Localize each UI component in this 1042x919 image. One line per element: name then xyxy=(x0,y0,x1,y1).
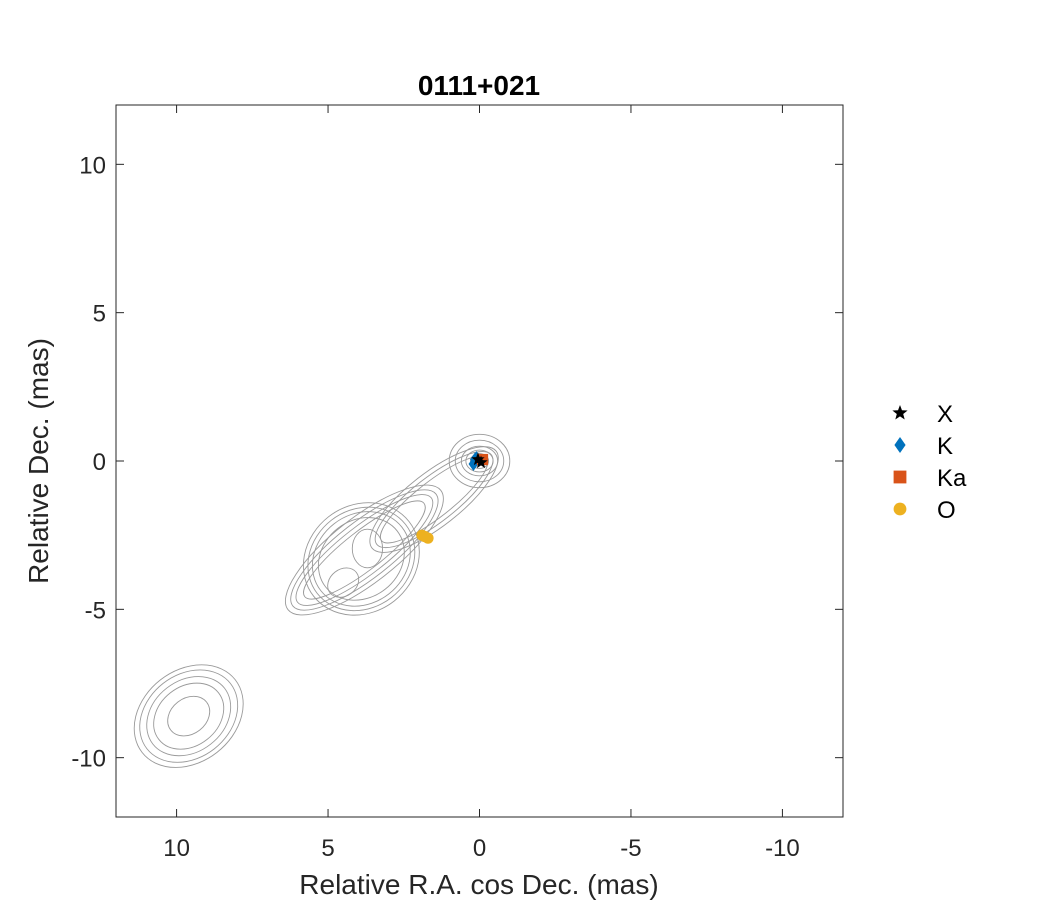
contour-line xyxy=(351,528,384,569)
contour-line xyxy=(317,517,405,601)
y-tick-label: 10 xyxy=(79,152,106,179)
contour-line xyxy=(295,494,434,606)
contour-line xyxy=(290,489,439,611)
contour-line xyxy=(307,506,416,612)
contour-line xyxy=(327,567,360,598)
contour-line xyxy=(133,664,244,768)
y-tick-label: -5 xyxy=(85,597,106,624)
x-tick-label: 10 xyxy=(163,835,190,862)
contour-line xyxy=(153,682,225,750)
contour-line xyxy=(139,669,239,763)
legend-label-ka: Ka xyxy=(937,465,967,492)
legend-marker-x xyxy=(892,405,908,420)
contour-line xyxy=(469,453,490,469)
legend-label-k: K xyxy=(937,433,953,460)
axis-ticks: 10 5 0 -5 -10 10 5 0 -5 -10 xyxy=(71,105,843,862)
legend-marker-ka xyxy=(893,470,907,484)
x-tick-label: 0 xyxy=(473,835,486,862)
y-tick-label: 0 xyxy=(93,449,106,476)
data-point-x xyxy=(471,452,485,466)
contour-line xyxy=(311,511,411,607)
contour-line xyxy=(454,439,505,483)
x-axis-label: Relative R.A. cos Dec. (mas) xyxy=(299,869,658,900)
contour-line xyxy=(374,451,494,549)
legend-marker-o xyxy=(893,502,907,516)
legend-label-o: O xyxy=(937,497,956,524)
legend-marker-k xyxy=(894,437,906,453)
data-point-ka xyxy=(476,453,489,466)
contour-line xyxy=(448,433,511,489)
y-tick-label: 5 xyxy=(93,301,106,328)
y-tick-label: -10 xyxy=(71,746,106,773)
x-tick-label: 5 xyxy=(321,835,334,862)
contour-line xyxy=(369,446,499,553)
contour-layer xyxy=(133,433,511,768)
x-tick-label: -10 xyxy=(765,835,800,862)
legend: XK Ka O xyxy=(892,401,967,524)
chart-title: 0111+021 xyxy=(418,70,540,101)
contour-line xyxy=(167,695,211,737)
marker-layer xyxy=(416,451,489,544)
data-point-o xyxy=(422,532,434,544)
x-tick-label: -5 xyxy=(620,835,641,862)
contour-line xyxy=(302,502,420,616)
y-axis-label: Relative Dec. (mas) xyxy=(23,338,54,584)
contour-line xyxy=(146,676,232,757)
contour-line xyxy=(460,445,499,477)
contour-line xyxy=(303,500,426,600)
legend-label-x: X xyxy=(937,401,953,428)
